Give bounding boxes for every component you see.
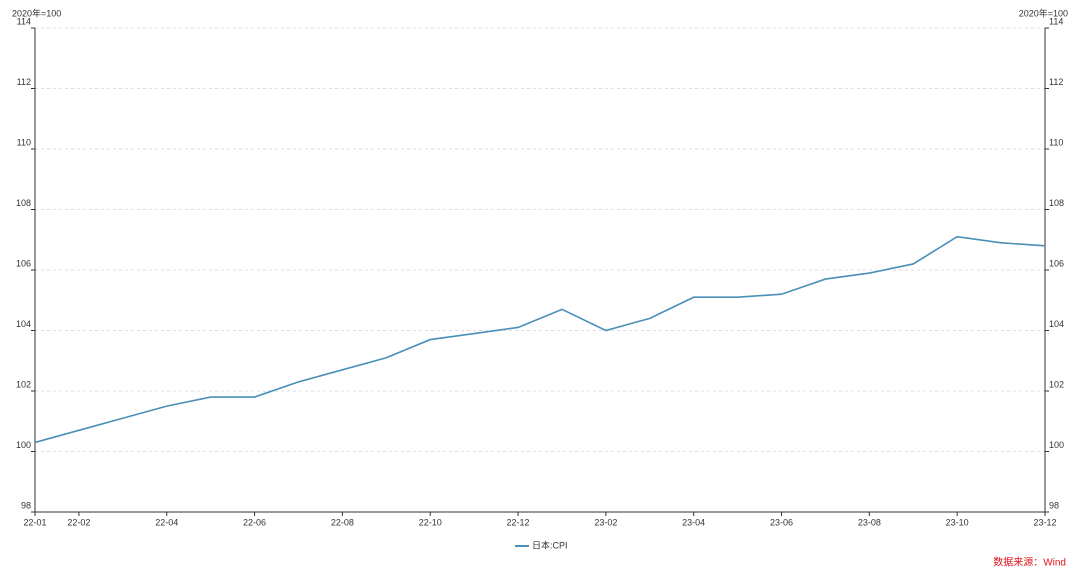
- x-tick-label: 23-12: [1033, 517, 1056, 527]
- y2-tick-label: 102: [1049, 379, 1064, 389]
- x-tick-label: 23-06: [770, 517, 793, 527]
- x-tick-label: 22-04: [155, 517, 178, 527]
- x-tick-label: 23-08: [858, 517, 881, 527]
- y-tick-label: 100: [16, 440, 31, 450]
- y2-tick-label: 112: [1049, 77, 1063, 87]
- y-tick-label: 102: [16, 379, 31, 389]
- y2-tick-label: 110: [1049, 137, 1063, 147]
- y-tick-label: 108: [16, 198, 31, 208]
- y-tick-label: 106: [16, 258, 31, 268]
- legend-label: 日本:CPI: [532, 539, 568, 550]
- source-note: 数据来源：Wind: [993, 556, 1066, 569]
- y-tick-label: 114: [17, 16, 31, 26]
- x-tick-label: 23-04: [682, 517, 705, 527]
- x-tick-label: 22-10: [419, 517, 442, 527]
- x-tick-label: 22-06: [243, 517, 266, 527]
- y-tick-label: 110: [17, 137, 31, 147]
- y-tick-label: 112: [17, 77, 31, 87]
- x-tick-label: 23-02: [594, 517, 617, 527]
- y2-tick-label: 108: [1049, 198, 1064, 208]
- y2-tick-label: 106: [1049, 258, 1064, 268]
- y2-tick-label: 98: [1049, 500, 1059, 510]
- y-tick-label: 98: [21, 500, 31, 510]
- y-tick-label: 104: [16, 319, 31, 329]
- x-tick-label: 22-01: [23, 517, 46, 527]
- x-tick-label: 22-02: [67, 517, 90, 527]
- x-tick-label: 22-08: [331, 517, 354, 527]
- y2-tick-label: 114: [1049, 16, 1063, 26]
- y2-axis-unit: 2020年=100: [1019, 7, 1068, 18]
- x-tick-label: 22-12: [507, 517, 530, 527]
- y2-tick-label: 104: [1049, 319, 1064, 329]
- data-line: [34, 235, 1046, 444]
- x-tick-label: 23-10: [946, 517, 969, 527]
- y-axis-unit: 2020年=100: [12, 7, 61, 18]
- y2-tick-label: 100: [1049, 440, 1064, 450]
